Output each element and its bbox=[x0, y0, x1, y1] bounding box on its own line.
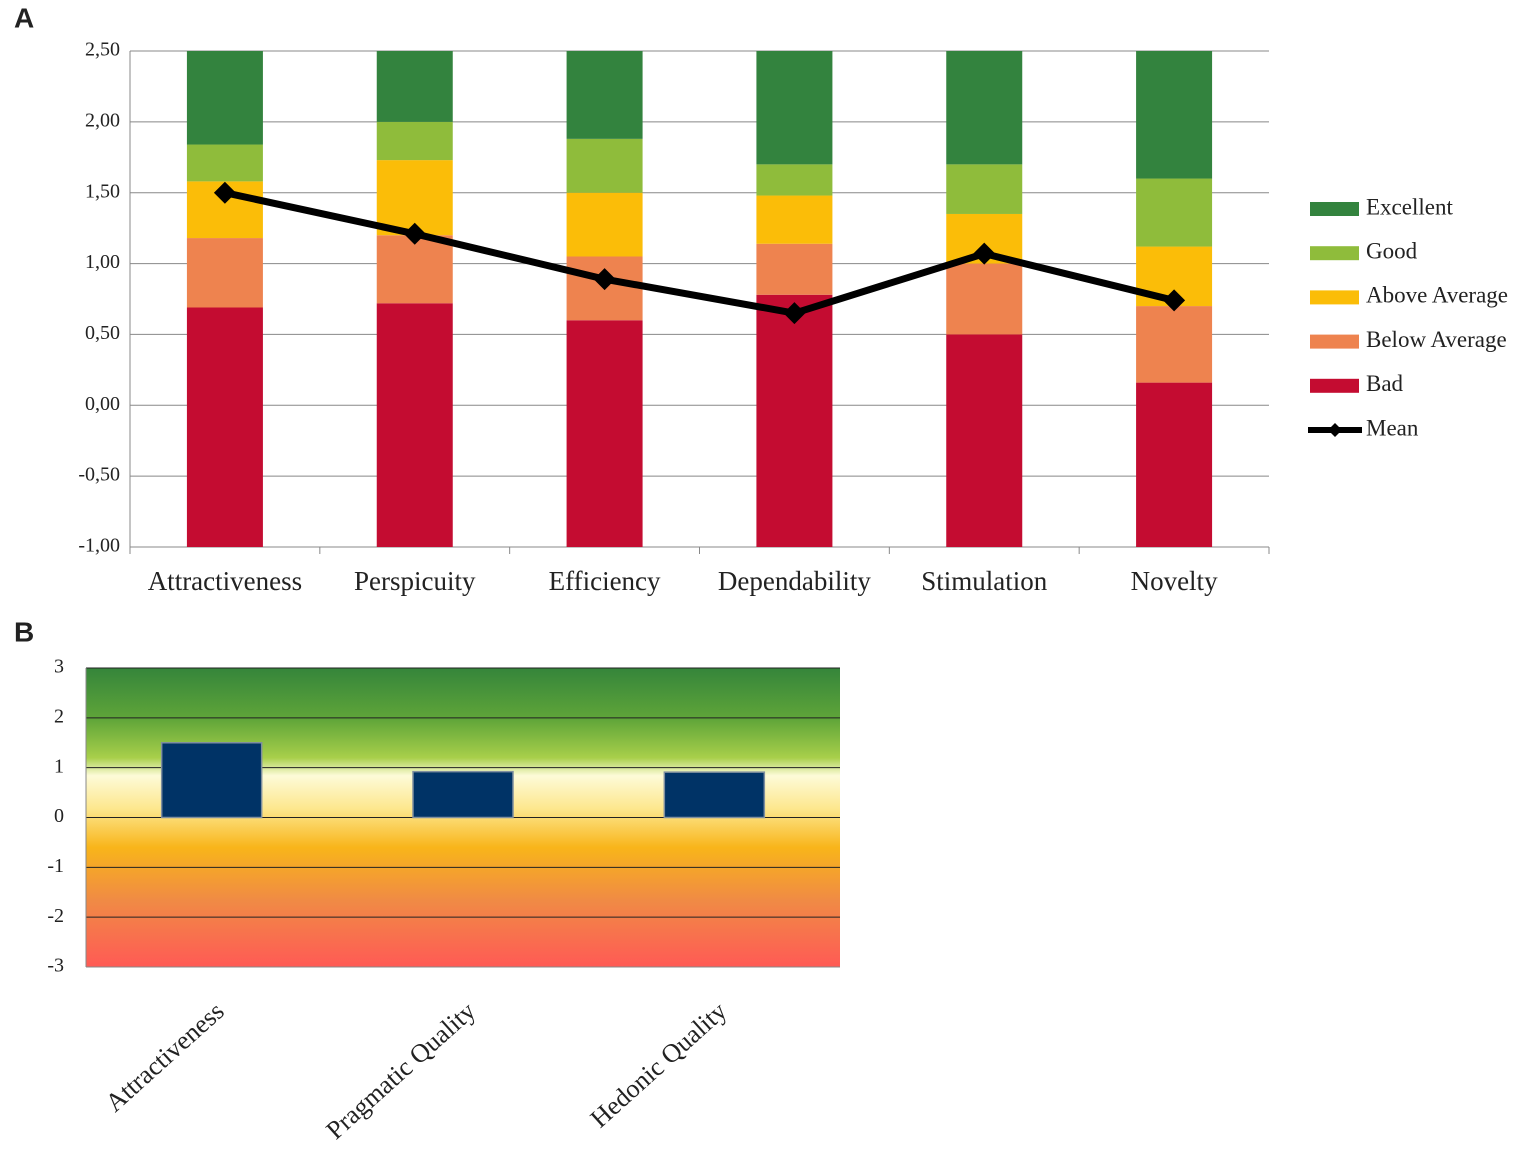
legend-label: Mean bbox=[1366, 415, 1419, 440]
legend-swatch bbox=[1310, 378, 1359, 393]
mean-marker bbox=[783, 302, 806, 325]
y-tick-label: 1,00 bbox=[85, 251, 120, 273]
bar-segment bbox=[376, 121, 453, 161]
y-tick-label: -3 bbox=[47, 955, 64, 977]
legend-label: Excellent bbox=[1366, 194, 1453, 219]
bar-segment bbox=[756, 195, 833, 244]
y-tick-label: 1 bbox=[54, 755, 64, 777]
bar-segment bbox=[186, 307, 263, 547]
bar-segment bbox=[186, 51, 263, 145]
mean-marker bbox=[593, 268, 616, 291]
x-tick-label: Hedonic Quality bbox=[585, 996, 733, 1133]
legend-swatch bbox=[1310, 334, 1359, 349]
bar-segment bbox=[376, 235, 453, 304]
x-tick-label: Attractiveness bbox=[100, 996, 230, 1117]
y-tick-label: -2 bbox=[47, 905, 64, 927]
bar-segment bbox=[1136, 51, 1213, 179]
mean-marker bbox=[403, 222, 426, 245]
y-tick-label: 2 bbox=[54, 705, 64, 727]
y-tick-label: 1,50 bbox=[85, 180, 120, 202]
mean-marker bbox=[213, 181, 236, 204]
bar-segment bbox=[946, 51, 1023, 165]
y-tick-label: 0,00 bbox=[85, 393, 120, 415]
y-tick-label: 2,50 bbox=[85, 39, 120, 61]
legend-swatch bbox=[1310, 290, 1359, 305]
bar-segment bbox=[566, 192, 643, 257]
mean-marker bbox=[1163, 289, 1186, 312]
legend-label: Good bbox=[1366, 238, 1418, 263]
legend-swatch bbox=[1310, 202, 1359, 216]
panel-label: A bbox=[14, 2, 34, 33]
bar-segment bbox=[376, 303, 453, 547]
bar-segment bbox=[566, 138, 643, 193]
mean-marker bbox=[973, 242, 996, 265]
legend-label: Bad bbox=[1366, 371, 1404, 396]
x-tick-label: Attractiveness bbox=[148, 566, 302, 596]
y-tick-label: -1 bbox=[47, 855, 64, 877]
legend-swatch bbox=[1310, 246, 1359, 261]
bar-segment bbox=[566, 51, 643, 139]
legend-label: Above Average bbox=[1366, 283, 1508, 308]
x-tick-label: Novelty bbox=[1131, 566, 1218, 596]
y-tick-label: 0,50 bbox=[85, 322, 120, 344]
panel-label: B bbox=[14, 616, 34, 647]
bar-segment bbox=[756, 243, 833, 295]
bar-segment bbox=[1136, 178, 1213, 247]
legend-label: Below Average bbox=[1366, 327, 1507, 352]
mean-line bbox=[224, 189, 1175, 317]
y-tick-label: 0 bbox=[54, 805, 64, 827]
bar-segment bbox=[946, 334, 1023, 547]
x-tick-label: Dependability bbox=[718, 566, 871, 596]
bar-segment bbox=[376, 51, 453, 122]
bar bbox=[663, 771, 766, 819]
bar-segment bbox=[946, 263, 1023, 335]
x-tick-label: Perspicuity bbox=[354, 566, 476, 596]
bar-segment bbox=[946, 164, 1023, 214]
bar-segment bbox=[186, 238, 263, 308]
bar-segment bbox=[186, 144, 263, 182]
bar-segment bbox=[376, 160, 453, 236]
x-tick-label: Pragmatic Quality bbox=[320, 996, 481, 1145]
bar-segment bbox=[756, 51, 833, 165]
y-tick-label: 2,00 bbox=[85, 109, 120, 131]
bar-segment bbox=[1136, 382, 1213, 547]
bar-segment bbox=[1136, 306, 1213, 383]
legend-marker bbox=[1328, 423, 1342, 437]
bar-segment bbox=[566, 320, 643, 547]
bar bbox=[160, 742, 263, 819]
y-tick-label: -0,50 bbox=[78, 464, 120, 486]
x-tick-label: Stimulation bbox=[921, 566, 1048, 596]
x-tick-label: Efficiency bbox=[549, 566, 661, 596]
y-tick-label: -1,00 bbox=[78, 535, 120, 557]
bar-segment bbox=[756, 294, 833, 547]
bar-segment bbox=[756, 164, 833, 196]
bar bbox=[412, 770, 514, 819]
y-tick-label: 3 bbox=[54, 656, 64, 678]
